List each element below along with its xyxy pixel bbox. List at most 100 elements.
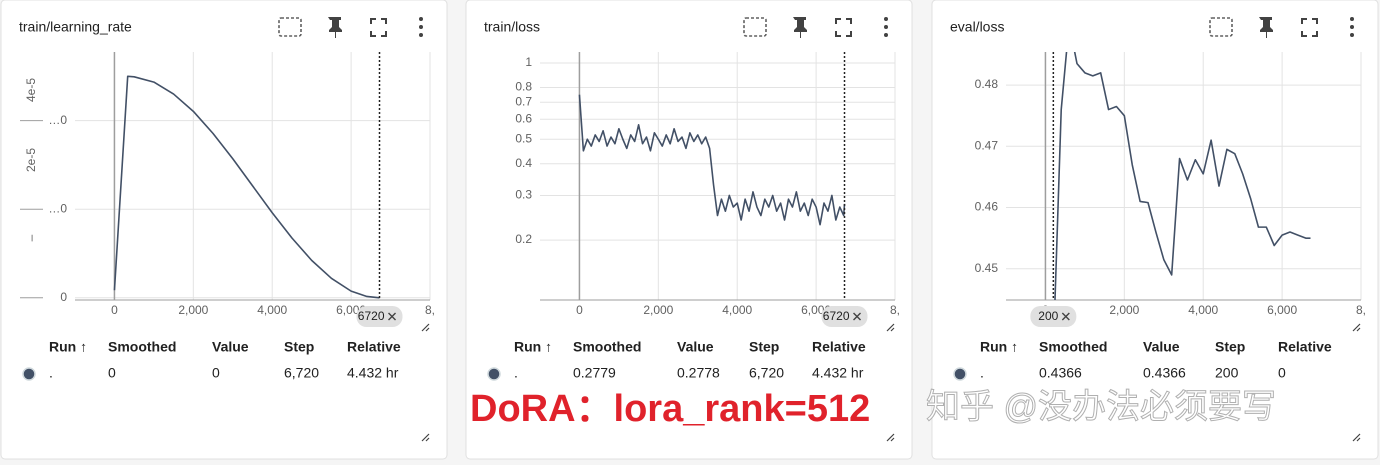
- x-tick-label: 0: [111, 303, 118, 317]
- icon: [743, 17, 767, 37]
- y-axis-overflow-label: 2e-5: [24, 148, 38, 172]
- step-badge[interactable]: 200: [1030, 306, 1077, 327]
- more-button[interactable]: [884, 17, 888, 37]
- badge-close-icon: [853, 312, 862, 321]
- x-tick-label: 6,000: [1267, 303, 1297, 317]
- table-header: Relative: [812, 339, 866, 355]
- y-tick-label: 0.8: [515, 80, 532, 94]
- x-tick-label: 8,: [890, 303, 900, 317]
- y-tick-label: 0.5: [515, 131, 532, 145]
- more-button[interactable]: [1350, 17, 1354, 37]
- table-header: Value: [1143, 339, 1180, 355]
- table-header: Run ↑: [980, 339, 1018, 355]
- fit-domain-button[interactable]: [1209, 17, 1233, 37]
- fullscreen-button[interactable]: [370, 18, 387, 37]
- table-header: Run ↑: [514, 339, 552, 355]
- series-line: [578, 94, 846, 226]
- card-title: train/learning_rate: [19, 19, 132, 35]
- table-cell: 0: [108, 365, 116, 381]
- table-cell: 200: [1215, 365, 1239, 381]
- step-badge[interactable]: 6720: [356, 306, 403, 327]
- icon: [370, 18, 387, 37]
- table-header: Smoothed: [573, 339, 641, 355]
- fit-domain-button[interactable]: [743, 17, 767, 37]
- y-tick-label: 0.2: [515, 232, 532, 246]
- table-cell: 0: [212, 365, 220, 381]
- icon: [419, 25, 423, 29]
- table-header: Step: [749, 339, 779, 355]
- badge-background: [1030, 306, 1077, 327]
- icon: [1350, 17, 1354, 21]
- icon: [419, 33, 423, 37]
- card-background: [465, 0, 913, 460]
- y-axis-overflow-label: 4e-5: [24, 78, 38, 102]
- badge-background: [356, 306, 403, 327]
- icon: [884, 17, 888, 21]
- badge-background: [821, 306, 868, 327]
- y-tick-label: …0: [48, 113, 67, 127]
- table-cell: 0.2779: [573, 365, 616, 381]
- resize-handle: [1352, 323, 1361, 332]
- icon: [419, 17, 423, 21]
- fullscreen-button[interactable]: [1301, 18, 1318, 37]
- step-badge[interactable]: 6720: [821, 306, 868, 327]
- x-tick-label: 2,000: [643, 303, 673, 317]
- y-tick-label: 0.48: [975, 77, 999, 91]
- watermark: 知乎 @没办法必须要写: [926, 388, 1276, 426]
- y-tick-label: 1: [525, 55, 532, 69]
- icon: [1301, 18, 1318, 37]
- table-header: Smoothed: [1039, 339, 1107, 355]
- icon: [884, 25, 888, 29]
- table-header: Value: [212, 339, 249, 355]
- more-button[interactable]: [419, 17, 423, 37]
- y-tick-label: 0.46: [975, 200, 999, 214]
- fit-domain-button[interactable]: [278, 17, 302, 37]
- resize-handle: [421, 433, 430, 442]
- badge-label: 6720: [358, 309, 385, 323]
- icon: [278, 17, 302, 37]
- table-cell: 4.432 hr: [347, 365, 399, 381]
- table-cell: 0: [1278, 365, 1286, 381]
- run-color-dot: [22, 367, 36, 381]
- run-color-dot: [953, 367, 967, 381]
- pin-button[interactable]: [328, 17, 342, 38]
- x-tick-label: 4,000: [257, 303, 287, 317]
- resize-handle: [421, 323, 430, 332]
- table-header: Step: [1215, 339, 1245, 355]
- overlay-caption: DoRA：lora_rank=512: [470, 388, 870, 430]
- resize-handle: [886, 433, 895, 442]
- card: train/loss 0.2 0.3 0.4 0.5 0.6 0.70.8 1 0 2,000 4,…: [465, 0, 913, 460]
- table-header: Smoothed: [108, 339, 176, 355]
- x-tick-label: 4,000: [1188, 303, 1218, 317]
- badge-close-icon: [388, 312, 397, 321]
- series-line: [113, 75, 380, 299]
- card: train/learning_rate 0 …0 …0 4e-5 2e-5 – 0 2,000 4…: [0, 0, 448, 460]
- resize-handle: [886, 323, 895, 332]
- table-cell: .: [980, 365, 984, 381]
- run-color-dot: [487, 367, 501, 381]
- fullscreen-button[interactable]: [835, 18, 852, 37]
- table-cell: .: [49, 365, 53, 381]
- series-line: [1054, 52, 1311, 300]
- table-cell: 0.2778: [677, 365, 720, 381]
- y-tick-label: 0: [60, 290, 67, 304]
- pin-button[interactable]: [793, 17, 807, 38]
- badge-label: 6720: [823, 309, 850, 323]
- icon: [1209, 17, 1233, 37]
- x-tick-label: 8,: [425, 303, 435, 317]
- table-header: Relative: [347, 339, 401, 355]
- y-tick-label: 0.6: [515, 111, 532, 125]
- y-tick-label: 0.45: [975, 261, 999, 275]
- icon: [328, 17, 342, 38]
- x-tick-label: 2,000: [178, 303, 208, 317]
- table-cell: 0.4366: [1143, 365, 1186, 381]
- icon: [793, 17, 807, 38]
- x-tick-label: 2,000: [1109, 303, 1139, 317]
- pin-button[interactable]: [1259, 17, 1273, 38]
- table-header: Relative: [1278, 339, 1332, 355]
- x-tick-label: 8,: [1356, 303, 1366, 317]
- y-tick-label: 0.4: [515, 156, 532, 170]
- y-tick-label: 0.47: [975, 138, 999, 152]
